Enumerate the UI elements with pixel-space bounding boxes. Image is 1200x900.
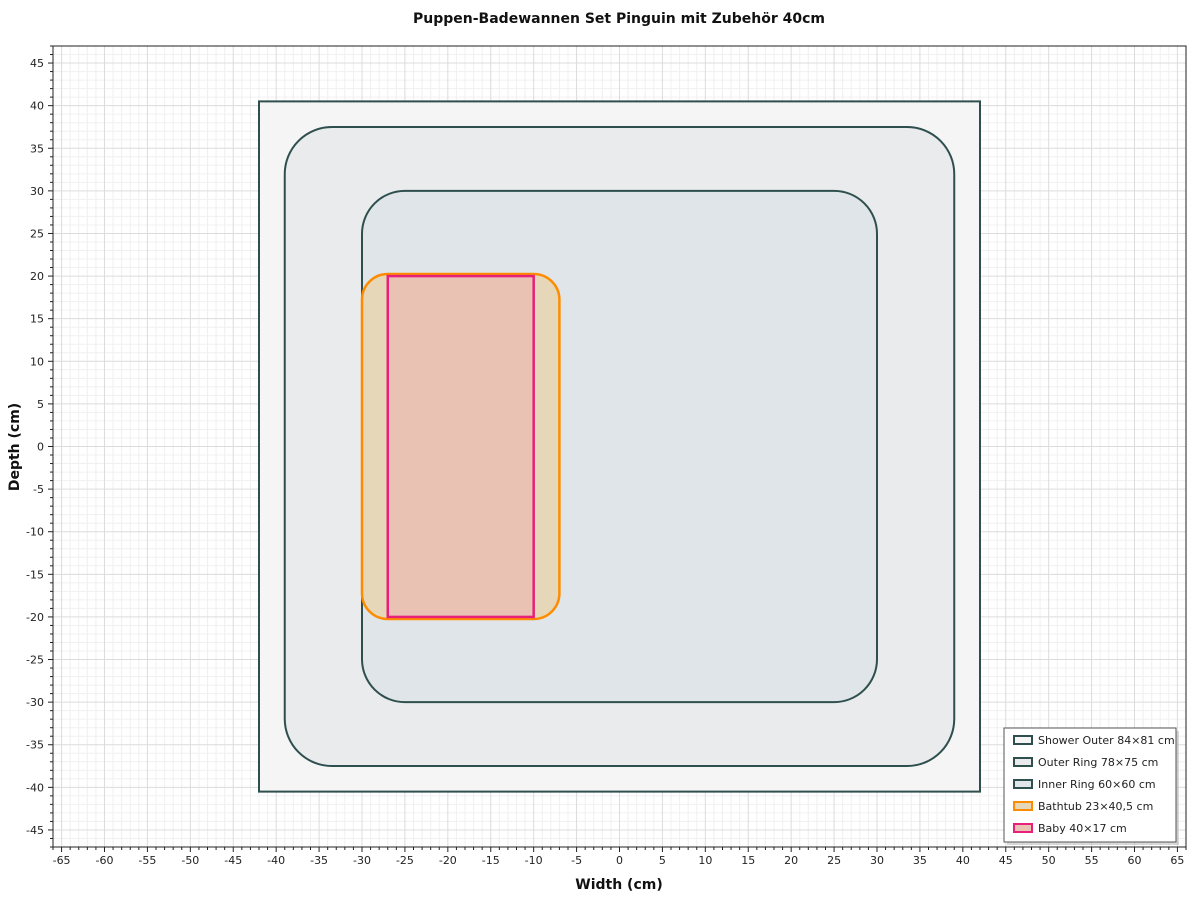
legend-swatch <box>1013 735 1033 745</box>
x-tick-label: 65 <box>1170 854 1184 867</box>
y-tick-label: -25 <box>26 654 44 667</box>
x-tick-label: -10 <box>525 854 543 867</box>
legend-swatch <box>1013 823 1033 833</box>
y-tick-label: 30 <box>30 185 44 198</box>
legend: Shower Outer 84×81 cm Outer Ring 78×75 cm… <box>1003 727 1179 845</box>
y-tick-label: -30 <box>26 696 44 709</box>
y-tick-label: -10 <box>26 526 44 539</box>
x-tick-label: 0 <box>616 854 623 867</box>
y-tick-label: 25 <box>30 227 44 240</box>
x-tick-label: -40 <box>267 854 285 867</box>
y-tick-label: 20 <box>30 270 44 283</box>
y-tick-label: 10 <box>30 355 44 368</box>
y-tick-label: 35 <box>30 142 44 155</box>
x-tick-label: -50 <box>181 854 199 867</box>
y-tick-label: 0 <box>37 441 44 454</box>
y-tick-label: 5 <box>37 398 44 411</box>
x-tick-label: -35 <box>310 854 328 867</box>
x-tick-label: 30 <box>870 854 884 867</box>
legend-label: Inner Ring 60×60 cm <box>1038 778 1156 791</box>
x-tick-label: 10 <box>698 854 712 867</box>
y-tick-label: 40 <box>30 100 44 113</box>
y-tick-label: -15 <box>26 568 44 581</box>
y-tick-label: -45 <box>26 824 44 837</box>
x-tick-label: -60 <box>96 854 114 867</box>
y-tick-label: 45 <box>30 57 44 70</box>
x-tick-label: -20 <box>439 854 457 867</box>
x-axis-label: Width (cm) <box>575 877 662 893</box>
shapes <box>258 100 981 793</box>
x-tick-label: 55 <box>1085 854 1099 867</box>
legend-swatch <box>1013 757 1033 767</box>
x-tick-label: -15 <box>482 854 500 867</box>
y-tick-label: -20 <box>26 611 44 624</box>
x-tick-label: 15 <box>741 854 755 867</box>
x-tick-label: -30 <box>353 854 371 867</box>
y-axis: -45 -40 -35 -30 -25 -20 -15 -10 -5 0 5 10 15 20 25 30 35… <box>26 45 53 848</box>
x-tick-label: 35 <box>913 854 927 867</box>
x-tick-label: 50 <box>1042 854 1056 867</box>
y-tick-label: 15 <box>30 313 44 326</box>
x-tick-label: -55 <box>138 854 156 867</box>
chart-title: Puppen-Badewannen Set Pinguin mit Zubehö… <box>413 11 825 27</box>
legend-swatch <box>1013 801 1033 811</box>
y-tick-label: -40 <box>26 781 44 794</box>
x-tick-label: 60 <box>1128 854 1142 867</box>
x-tick-label: 20 <box>784 854 798 867</box>
x-tick-label: -5 <box>571 854 582 867</box>
y-tick-label: -35 <box>26 739 44 752</box>
legend-label: Outer Ring 78×75 cm <box>1038 756 1158 769</box>
y-tick-label: -5 <box>33 483 44 496</box>
x-tick-label: 45 <box>999 854 1013 867</box>
x-tick-label: -45 <box>224 854 242 867</box>
x-tick-label: 25 <box>827 854 841 867</box>
x-tick-label: -65 <box>53 854 71 867</box>
x-tick-label: 40 <box>956 854 970 867</box>
legend-label: Baby 40×17 cm <box>1038 822 1127 835</box>
x-tick-label: -25 <box>396 854 414 867</box>
y-axis-label: Depth (cm) <box>7 403 23 491</box>
legend-swatch <box>1013 779 1033 789</box>
x-tick-label: 5 <box>659 854 666 867</box>
legend-label: Shower Outer 84×81 cm <box>1038 734 1175 747</box>
legend-label: Bathtub 23×40,5 cm <box>1038 800 1153 813</box>
x-axis: -65 -60 -55 -50 -45 -40 -35 -30 -25 -20 -15 -10 -5 0 5… <box>52 847 1187 867</box>
shape-baby-4 <box>386 274 535 619</box>
